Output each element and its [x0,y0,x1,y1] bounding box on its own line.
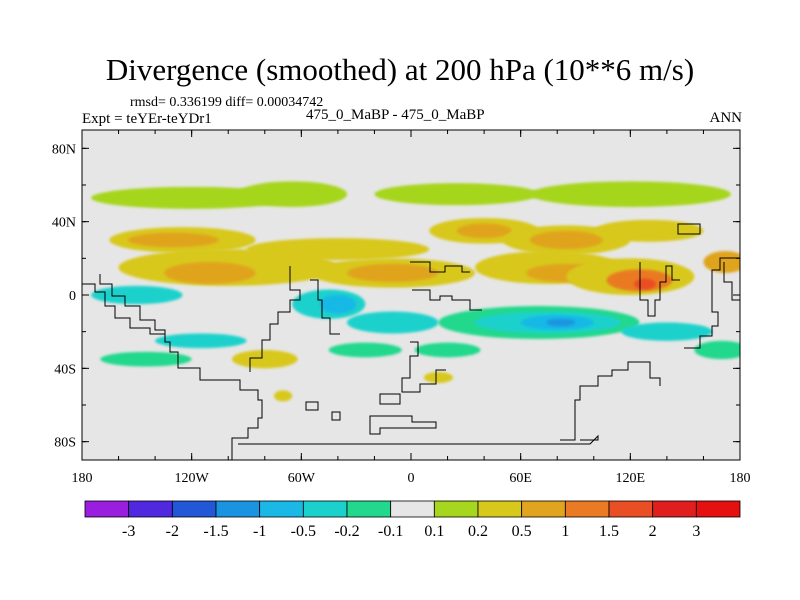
coastline-antarctica [238,434,599,445]
x-axis: 180 120W 60W 0 60E 120E 180 [72,130,751,486]
coastline-japan [677,223,701,235]
y-tick-label-2: 0 [69,289,76,304]
colorbar-swatch-8 [433,500,479,518]
field-feature-21 [703,251,740,273]
field-layer [91,181,740,402]
colorbar-label-5: -0.2 [334,523,359,540]
season-label: ANN [709,110,743,126]
x-tick-label-6: 180 [730,471,751,486]
field-feature-3 [529,181,731,208]
colorbar-swatch-13 [652,500,697,518]
x-tick-label-2: 60W [288,471,316,486]
coastline-africa [412,289,482,311]
coastline-australia [684,257,740,349]
field-feature-35 [414,342,481,358]
colorbar-label-9: 0.5 [512,523,532,540]
case-label: 475_0_MaBP - 475_0_MaBP [306,107,485,123]
field-feature-30 [621,322,713,341]
coastline-africa-west [410,261,470,273]
y-tick-label-4: 80S [54,436,76,451]
y-tick-label-1: 40N [52,216,76,231]
coastline-layer [82,223,740,460]
field-feature-15 [347,263,439,283]
field-feature-10 [593,219,704,242]
colorbar: -3 -2 -1.5 -1 -0.5 -0.2 -0.1 0.1 0.2 0.5 1 1.5 2 3 [84,500,741,540]
field-feature-7 [456,223,512,239]
coastline-island-3 [369,415,437,435]
x-tick-label-1: 120W [175,471,210,486]
colorbar-label-3: -1 [253,523,266,540]
colorbar-label-8: 0.2 [468,523,488,540]
colorbar-swatch-1 [128,500,173,518]
field-feature-5 [127,232,220,248]
colorbar-label-4: -0.5 [291,523,316,540]
field-feature-33 [100,351,192,367]
coastline-island-4 [379,393,401,405]
colorbar-label-2: -1.5 [203,523,228,540]
x-tick-label-0: 180 [72,471,93,486]
field-feature-22 [91,285,183,305]
coastline-brazil [310,279,340,335]
x-tick-label-4: 60E [509,471,532,486]
colorbar-label-11: 1.5 [599,523,619,540]
field-feature-2 [374,183,539,206]
field-feature-34 [328,342,402,358]
colorbar-label-10: 1 [561,523,569,540]
colorbar-label-12: 2 [649,523,657,540]
field-feature-29 [546,318,576,327]
x-tick-label-5: 120E [616,471,646,486]
colorbar-swatch-6 [346,500,392,518]
field-feature-31 [155,333,247,349]
coastline-north-america [99,274,263,460]
coastline-asia [639,262,680,317]
coastline-east-asia [723,262,740,301]
colorbar-swatch-11 [564,500,610,518]
field-feature-9 [529,230,603,250]
y-axis: 80N 40N 0 40S 80S [52,142,740,451]
x-tick-label-3: 0 [408,471,415,486]
colorbar-swatch-12 [608,500,654,518]
experiment-label: Expt = teYEr-teYDr1 [82,111,212,127]
colorbar-swatch-14 [695,500,741,518]
coastline-island-1 [305,401,319,411]
colorbar-swatch-4 [259,500,304,518]
field-feature-20 [633,278,656,290]
colorbar-label-7: 0.1 [424,523,444,540]
rmsd-label: rmsd= 0.336199 diff= 0.00034742 [130,95,324,110]
coastline-island-2 [331,411,341,421]
coastline-south-america [249,266,301,372]
chart-title: Divergence (smoothed) at 200 hPa (10**6 … [105,52,695,87]
colorbar-swatch-10 [521,500,566,518]
colorbar-label-1: -2 [166,523,179,540]
field-feature-36 [694,340,740,360]
colorbar-swatch-2 [171,500,217,518]
colorbar-label-0: -3 [122,523,135,540]
colorbar-swatch-3 [215,500,261,518]
colorbar-swatch-7 [390,500,435,518]
colorbar-swatch-9 [477,500,523,518]
field-feature-25 [347,311,439,334]
field-feature-32 [231,350,298,369]
colorbar-swatch-0 [84,500,130,518]
coastline-central-america [82,283,165,335]
y-tick-label-3: 40S [54,362,76,377]
field-feature-13 [164,262,256,284]
y-tick-label-0: 80N [52,142,76,157]
colorbar-label-13: 3 [692,523,700,540]
field-feature-38 [273,390,293,402]
colorbar-label-6: -0.1 [378,523,403,540]
coastline-southeast-pacific [560,361,661,441]
coastline-africa-south [401,341,446,393]
field-feature-24 [319,295,357,314]
field-feature-1 [237,181,348,208]
field-feature-37 [423,372,454,383]
colorbar-swatch-5 [302,500,348,518]
